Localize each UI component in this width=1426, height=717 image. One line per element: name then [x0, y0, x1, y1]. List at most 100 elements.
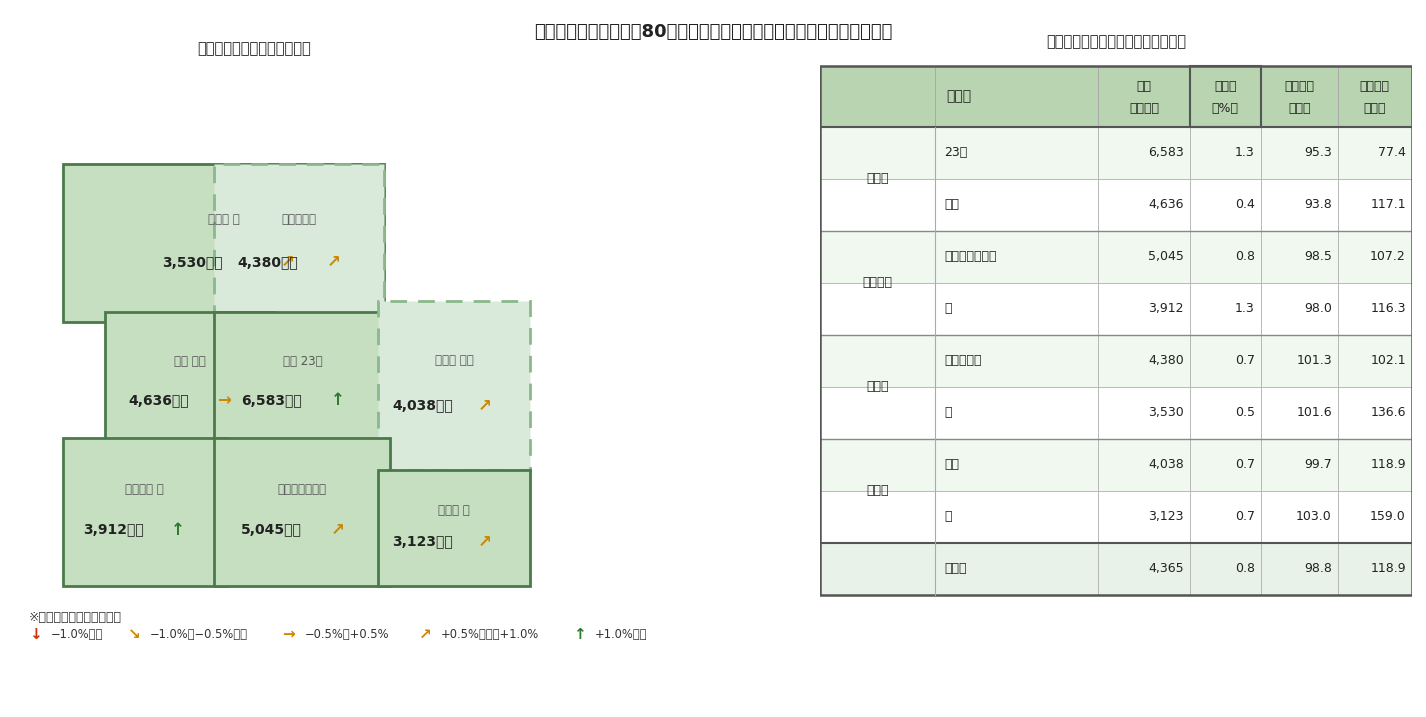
Text: 価格・建物面積・土地面積の平均値: 価格・建物面積・土地面積の平均値: [1045, 34, 1186, 49]
Bar: [820, 386, 935, 439]
Text: ↑: ↑: [171, 521, 184, 538]
Text: 3,123万円: 3,123万円: [392, 535, 453, 549]
Bar: [1189, 67, 1261, 127]
Text: （㎡）: （㎡）: [1288, 102, 1310, 115]
Bar: [1261, 543, 1338, 595]
Bar: [378, 301, 529, 470]
Text: 4,038: 4,038: [1148, 458, 1184, 471]
Text: 118.9: 118.9: [1370, 562, 1406, 576]
Text: −1.0%以下: −1.0%以下: [51, 628, 103, 641]
Text: 6,583: 6,583: [1148, 146, 1184, 159]
Text: 1.3: 1.3: [1235, 303, 1255, 315]
Text: ↗: ↗: [478, 533, 491, 551]
Text: 77.4: 77.4: [1378, 146, 1406, 159]
Bar: [1261, 67, 1338, 127]
Text: 首都圈: 首都圈: [944, 562, 967, 576]
Text: 101.6: 101.6: [1296, 407, 1332, 419]
Text: 0.5: 0.5: [1235, 407, 1255, 419]
Bar: [1338, 67, 1412, 127]
Bar: [1098, 67, 1189, 127]
Text: 103.0: 103.0: [1296, 511, 1332, 523]
Bar: [214, 312, 391, 454]
Text: 102.1: 102.1: [1370, 354, 1406, 367]
Text: 0.7: 0.7: [1235, 458, 1255, 471]
Text: 建物面積: 建物面積: [1285, 80, 1315, 92]
Text: 4,365: 4,365: [1148, 562, 1184, 576]
Text: 3,530: 3,530: [1148, 407, 1184, 419]
Bar: [63, 438, 227, 586]
Bar: [1261, 179, 1338, 231]
Text: ＜　新築戸建　首都圈80エリアにおける価格・建物面積・土地面積　＞: ＜ 新築戸建 首都圈80エリアにおける価格・建物面積・土地面積 ＞: [533, 23, 893, 41]
Text: 4,636万円: 4,636万円: [128, 393, 190, 407]
Bar: [820, 335, 935, 386]
Text: 千葉県 他: 千葉県 他: [438, 504, 469, 517]
Text: 0.8: 0.8: [1235, 250, 1255, 263]
Bar: [820, 439, 935, 491]
Text: 横浜市・川崎市: 横浜市・川崎市: [944, 250, 997, 263]
Bar: [106, 312, 275, 454]
Text: 前月比: 前月比: [1214, 80, 1236, 92]
Bar: [1189, 386, 1261, 439]
Bar: [1098, 179, 1189, 231]
Bar: [1261, 439, 1338, 491]
Text: →: →: [217, 391, 231, 409]
Text: ※矢印は前月からの変化率: ※矢印は前月からの変化率: [29, 611, 123, 625]
Text: 5,045万円: 5,045万円: [241, 523, 302, 536]
Text: ↗: ↗: [331, 521, 345, 538]
Bar: [1098, 439, 1189, 491]
Text: 99.7: 99.7: [1305, 458, 1332, 471]
Text: −0.5%～+0.5%: −0.5%～+0.5%: [304, 628, 389, 641]
Text: 23区: 23区: [944, 146, 967, 159]
Bar: [935, 439, 1098, 491]
Bar: [1189, 127, 1261, 179]
Text: 5,045: 5,045: [1148, 250, 1184, 263]
Text: 101.3: 101.3: [1296, 354, 1332, 367]
Bar: [820, 127, 935, 179]
Bar: [1338, 335, 1412, 386]
Text: 107.2: 107.2: [1370, 250, 1406, 263]
Bar: [1189, 282, 1261, 335]
Bar: [1189, 231, 1261, 282]
Bar: [1189, 439, 1261, 491]
Text: 西部: 西部: [944, 458, 960, 471]
Text: 平均価格と前月からの変化率: 平均価格と前月からの変化率: [198, 42, 311, 57]
Text: 0.7: 0.7: [1235, 511, 1255, 523]
Text: 98.8: 98.8: [1303, 562, 1332, 576]
Bar: [820, 282, 935, 335]
Text: 横浜市・川崎市: 横浜市・川崎市: [278, 483, 327, 496]
Text: 98.0: 98.0: [1303, 303, 1332, 315]
Text: 4,380万円: 4,380万円: [238, 255, 298, 269]
Bar: [214, 438, 391, 586]
Bar: [935, 127, 1098, 179]
Text: +0.5%以上～+1.0%: +0.5%以上～+1.0%: [441, 628, 539, 641]
Bar: [1261, 386, 1338, 439]
Text: 都下: 都下: [944, 198, 960, 212]
Text: 3,912万円: 3,912万円: [83, 523, 144, 536]
Text: 136.6: 136.6: [1370, 407, 1406, 419]
Bar: [1338, 386, 1412, 439]
Text: 千葉県: 千葉県: [867, 485, 888, 498]
Text: 93.8: 93.8: [1305, 198, 1332, 212]
Text: 千葉県 西部: 千葉県 西部: [435, 353, 473, 366]
Bar: [1338, 282, 1412, 335]
Bar: [1261, 127, 1338, 179]
Text: 0.7: 0.7: [1235, 354, 1255, 367]
Bar: [1098, 543, 1189, 595]
Text: 159.0: 159.0: [1370, 511, 1406, 523]
Bar: [1189, 543, 1261, 595]
Bar: [935, 335, 1098, 386]
Text: 118.9: 118.9: [1370, 458, 1406, 471]
Bar: [378, 470, 529, 586]
Bar: [935, 282, 1098, 335]
Bar: [1189, 67, 1261, 127]
Bar: [935, 67, 1098, 127]
Bar: [1189, 179, 1261, 231]
Bar: [1098, 231, 1189, 282]
Bar: [1098, 335, 1189, 386]
Bar: [820, 179, 935, 231]
Bar: [1261, 335, 1338, 386]
Text: エリア: エリア: [947, 90, 971, 103]
Text: 神奈川県 他: 神奈川県 他: [125, 483, 164, 496]
Text: 土地面積: 土地面積: [1360, 80, 1390, 92]
Text: 116.3: 116.3: [1370, 303, 1406, 315]
